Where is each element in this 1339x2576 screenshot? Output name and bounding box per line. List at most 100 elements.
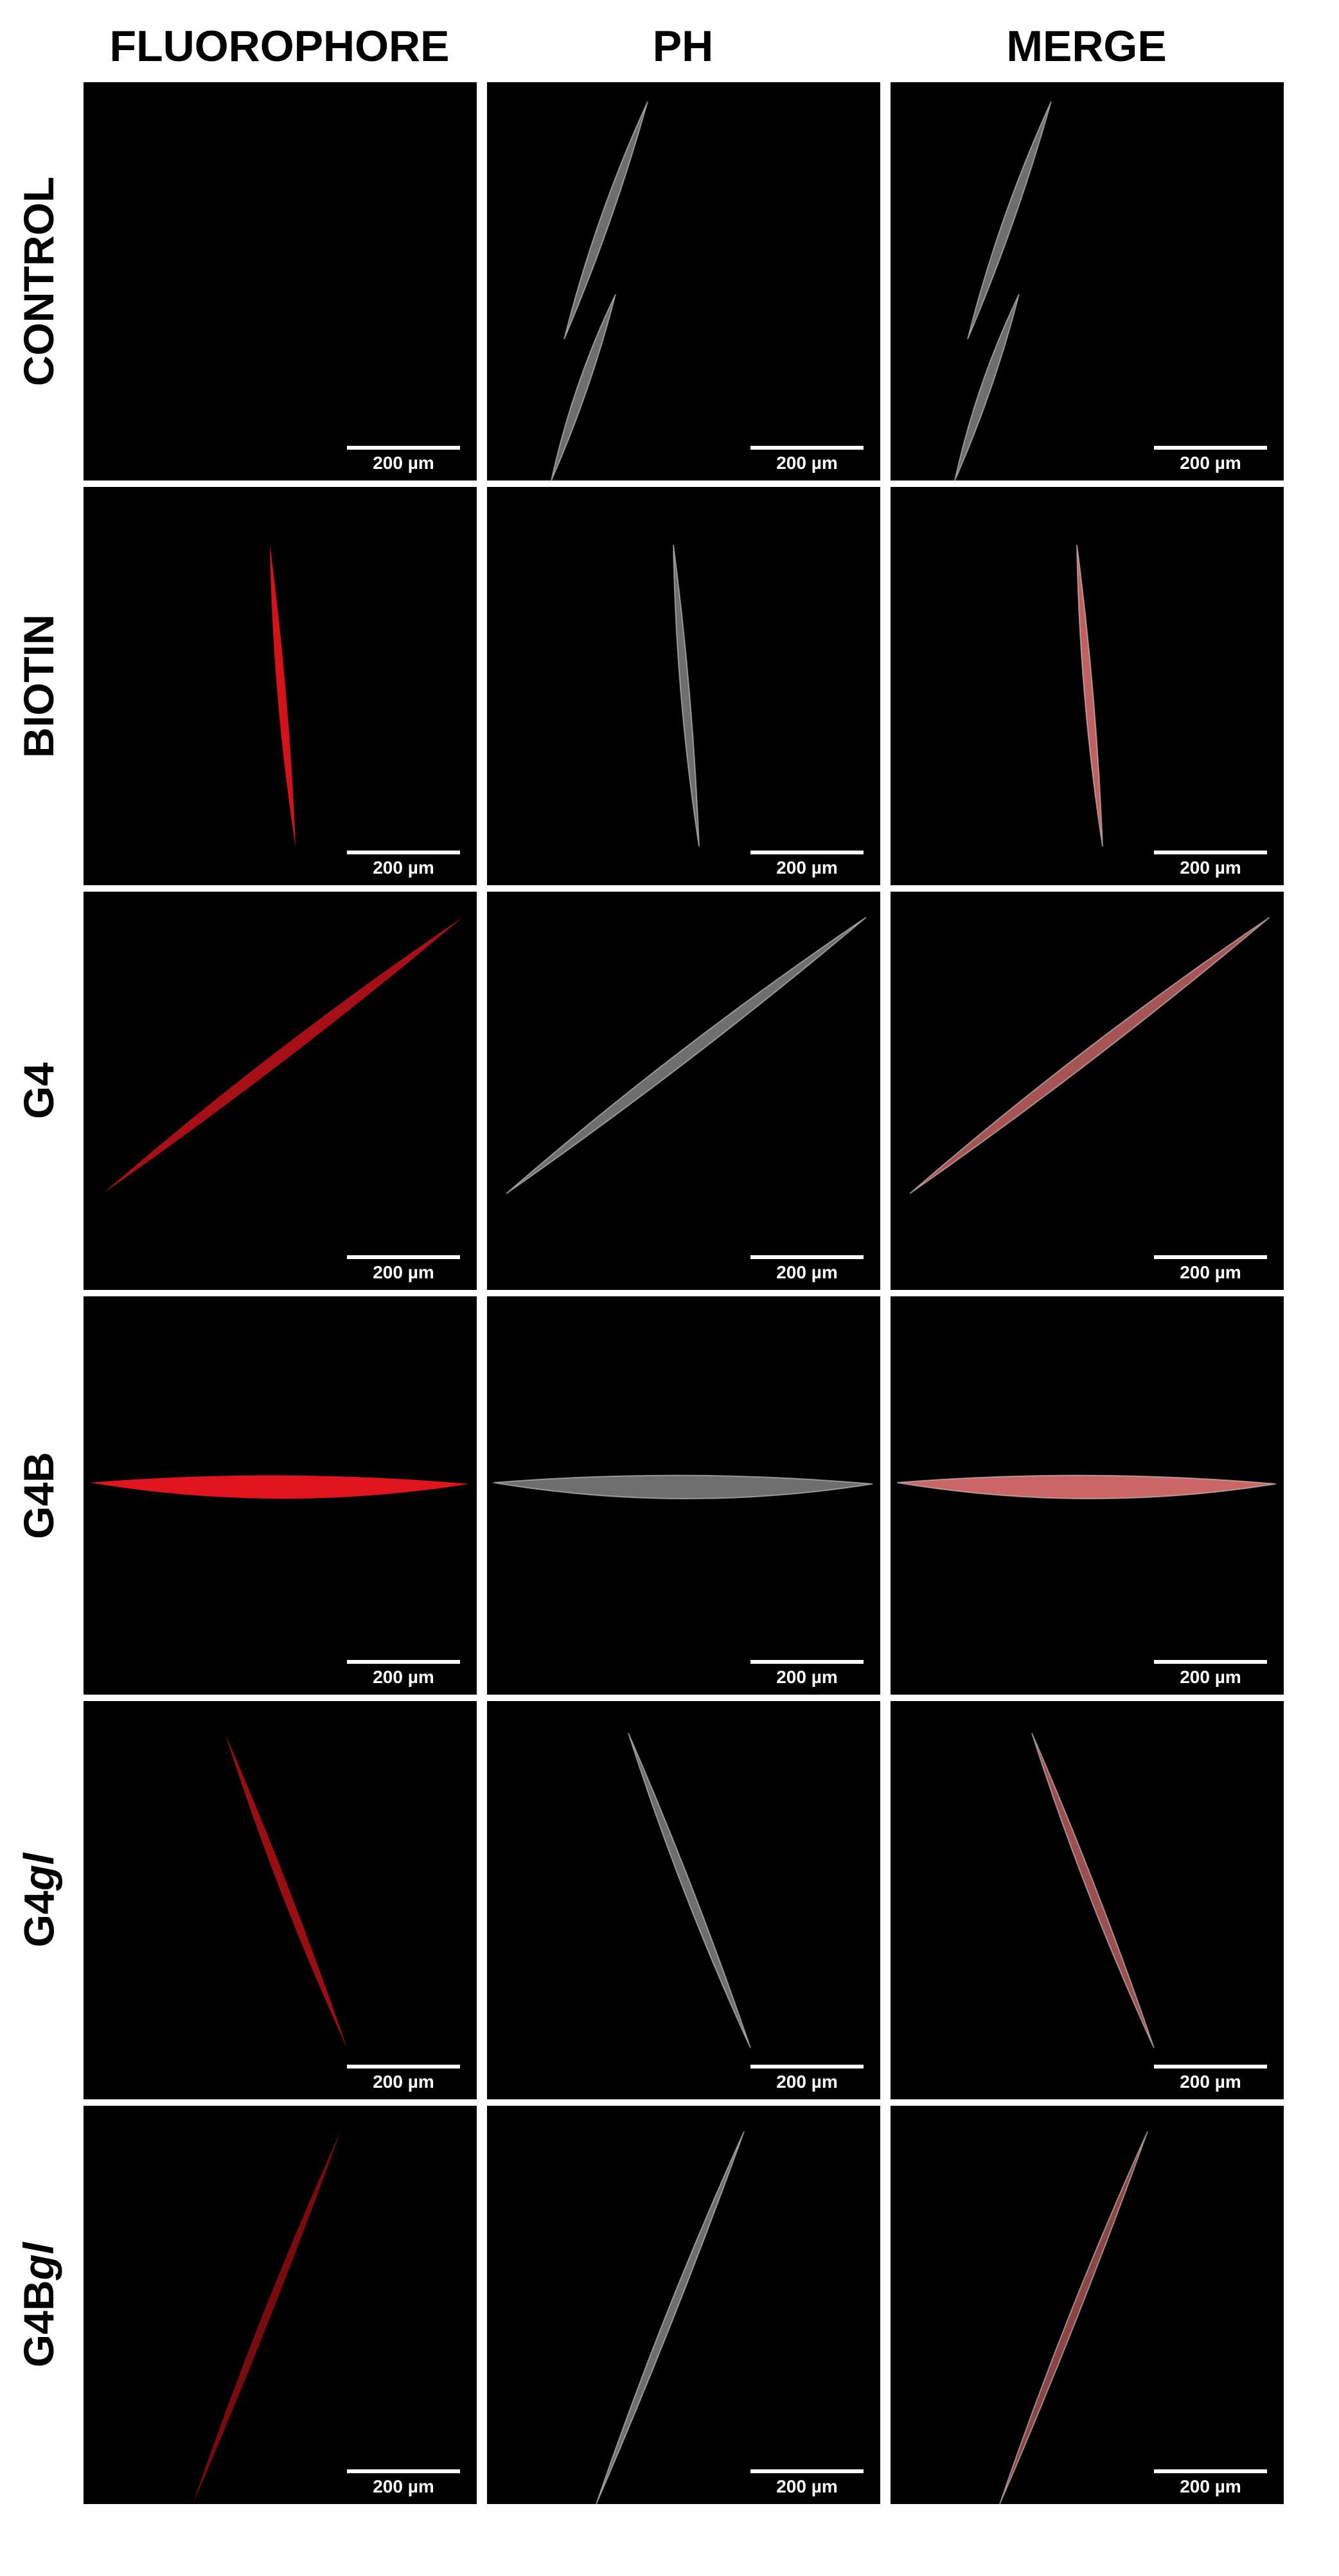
nematode-shape bbox=[103, 917, 463, 1194]
scale-bar: 200 µm bbox=[1154, 2469, 1267, 2496]
scale-bar-label: 200 µm bbox=[373, 2072, 434, 2092]
panel-g4b-ph: 200 µm bbox=[487, 1296, 880, 1695]
scale-bar: 200 µm bbox=[347, 1660, 460, 1687]
worm-image bbox=[193, 2131, 341, 2504]
panel-biotin-ph: 200 µm bbox=[487, 487, 880, 885]
scale-bar: 200 µm bbox=[1154, 851, 1267, 878]
scale-bar-line bbox=[347, 1255, 460, 1259]
row-label-g4gl: G4gl bbox=[15, 1853, 63, 1948]
scale-bar: 200 µm bbox=[347, 2469, 460, 2496]
scale-bar-label: 200 µm bbox=[776, 1262, 838, 1282]
worm-image bbox=[673, 544, 700, 847]
nematode-shape bbox=[506, 917, 867, 1194]
scale-bar-line bbox=[1154, 1255, 1267, 1259]
scale-bar-label: 200 µm bbox=[776, 2476, 838, 2496]
scale-bar-label: 200 µm bbox=[1180, 2476, 1241, 2496]
nematode-shape bbox=[270, 545, 296, 847]
column-header-fluorophore: FLUOROPHORE bbox=[109, 22, 450, 71]
worm-image bbox=[628, 1733, 751, 2049]
panel-biotin-fluor: 200 µm bbox=[84, 487, 477, 885]
scale-bar-line bbox=[750, 446, 864, 450]
row-label-g4bgl: G4Bgl bbox=[15, 2242, 62, 2368]
scale-bar-line bbox=[750, 1660, 864, 1664]
panel-g4b-fluor: 200 µm bbox=[84, 1296, 477, 1695]
nematode-shape bbox=[896, 1474, 1277, 1500]
worm-image bbox=[596, 2131, 745, 2504]
nematode-shape bbox=[967, 101, 1052, 340]
scale-bar-label: 200 µm bbox=[1180, 858, 1241, 878]
nematode-shape bbox=[596, 2131, 745, 2504]
row-label-g4: G4 bbox=[14, 1062, 62, 1120]
panel-biotin-merge: 200 µm bbox=[891, 487, 1284, 885]
scale-bar-label: 200 µm bbox=[776, 1667, 838, 1687]
scale-bar: 200 µm bbox=[347, 851, 460, 878]
worm-image bbox=[493, 1474, 873, 1500]
scale-bar-label: 200 µm bbox=[373, 1667, 434, 1687]
nematode-shape bbox=[628, 1733, 751, 2049]
scale-bar-label: 200 µm bbox=[1180, 1667, 1241, 1687]
panel-control-ph: 200 µm bbox=[487, 82, 880, 481]
row-label-control: CONTROL bbox=[15, 176, 63, 387]
scale-bar: 200 µm bbox=[1154, 2065, 1267, 2092]
worm-image bbox=[270, 545, 296, 847]
worm-image bbox=[896, 1474, 1277, 1500]
column-header-ph: PH bbox=[652, 22, 714, 71]
worm-image bbox=[84, 82, 477, 481]
nematode-shape bbox=[909, 917, 1270, 1194]
scale-bar-line bbox=[347, 1660, 460, 1664]
nematode-shape bbox=[551, 294, 616, 481]
panel-g4gl-ph: 200 µm bbox=[487, 1701, 880, 2099]
row-label-biotin: BIOTIN bbox=[15, 614, 62, 758]
panel-control-fluor: 200 µm bbox=[84, 82, 477, 481]
worm-image bbox=[225, 1733, 347, 2048]
panel-control-merge: 200 µm bbox=[891, 82, 1284, 481]
scale-bar-label: 200 µm bbox=[1180, 2072, 1241, 2092]
scale-bar-label: 200 µm bbox=[776, 453, 838, 473]
scale-bar: 200 µm bbox=[750, 2469, 864, 2496]
scale-bar: 200 µm bbox=[1154, 446, 1267, 473]
worm-image bbox=[954, 101, 1052, 481]
scale-bar-line bbox=[1154, 2469, 1267, 2473]
scale-bar-label: 200 µm bbox=[1180, 453, 1241, 473]
scale-bar-line bbox=[1154, 1660, 1267, 1664]
scale-bar-label: 200 µm bbox=[1180, 1262, 1241, 1282]
scale-bar-line bbox=[347, 851, 460, 854]
worm-image bbox=[506, 917, 867, 1194]
scale-bar-line bbox=[347, 2469, 460, 2473]
scale-bar: 200 µm bbox=[750, 851, 864, 878]
scale-bar-line bbox=[750, 851, 864, 854]
nematode-shape bbox=[999, 2131, 1148, 2504]
scale-bar: 200 µm bbox=[347, 2065, 460, 2092]
column-header-merge: MERGE bbox=[1006, 22, 1167, 71]
nematode-shape bbox=[225, 1733, 347, 2048]
scale-bar: 200 µm bbox=[750, 2065, 864, 2092]
panel-g4b-merge: 200 µm bbox=[891, 1296, 1284, 1695]
scale-bar: 200 µm bbox=[1154, 1660, 1267, 1687]
nematode-shape bbox=[1076, 544, 1103, 847]
scale-bar: 200 µm bbox=[750, 446, 864, 473]
scale-bar-line bbox=[1154, 446, 1267, 450]
scale-bar-line bbox=[750, 2065, 864, 2069]
nematode-shape bbox=[563, 101, 648, 340]
scale-bar-label: 200 µm bbox=[373, 2476, 434, 2496]
scale-bar: 200 µm bbox=[750, 1255, 864, 1282]
row-label-g4b: G4B bbox=[15, 1452, 62, 1539]
scale-bar: 200 µm bbox=[347, 1255, 460, 1282]
panel-g4bgl-ph: 200 µm bbox=[487, 2106, 880, 2504]
scale-bar-label: 200 µm bbox=[373, 858, 434, 878]
nematode-shape bbox=[1031, 1733, 1155, 2049]
nematode-shape bbox=[90, 1475, 469, 1499]
scale-bar-line bbox=[1154, 2065, 1267, 2069]
worm-image bbox=[551, 101, 648, 481]
scale-bar-line bbox=[750, 1255, 864, 1259]
nematode-shape bbox=[193, 2131, 341, 2504]
panel-g4bgl-fluor: 200 µm bbox=[84, 2106, 477, 2504]
scale-bar: 200 µm bbox=[347, 446, 460, 473]
panel-g4-fluor: 200 µm bbox=[84, 892, 477, 1290]
scale-bar-line bbox=[347, 2065, 460, 2069]
scale-bar-line bbox=[347, 446, 460, 450]
worm-image bbox=[1076, 544, 1103, 847]
panel-g4bgl-merge: 200 µm bbox=[891, 2106, 1284, 2504]
scale-bar-label: 200 µm bbox=[373, 1262, 434, 1282]
